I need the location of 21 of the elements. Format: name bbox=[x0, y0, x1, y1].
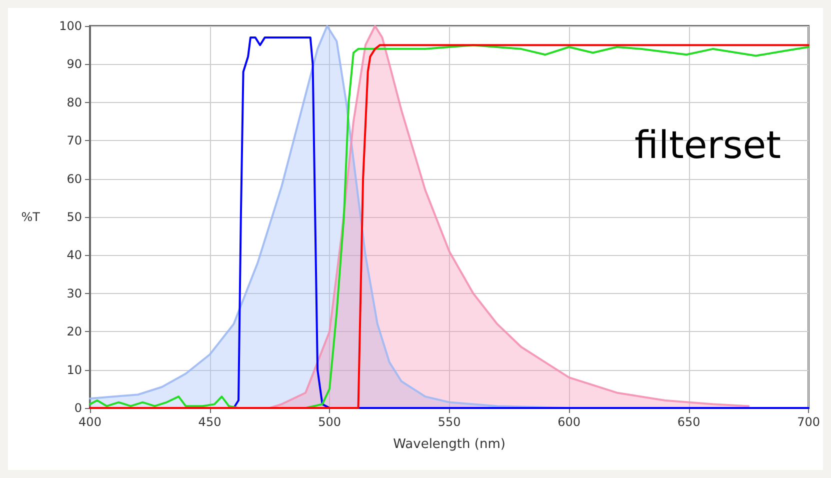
y-tick-label: 90 bbox=[66, 57, 82, 72]
x-tick-label: 600 bbox=[558, 415, 580, 429]
y-tick-label: 70 bbox=[66, 134, 82, 148]
y-tick-label: 80 bbox=[66, 95, 82, 110]
x-tick-label: 700 bbox=[797, 415, 820, 429]
y-axis-title: %T bbox=[21, 210, 41, 224]
y-tick-label: 50 bbox=[66, 210, 82, 224]
annotation: filterset bbox=[634, 123, 782, 167]
y-tick-label: 0 bbox=[74, 401, 82, 415]
x-tick-label: 650 bbox=[677, 415, 700, 429]
y-tick-label: 40 bbox=[66, 248, 82, 262]
y-tick-label: 60 bbox=[66, 172, 82, 186]
y-tick-label: 20 bbox=[66, 324, 82, 339]
y-tick-label: 30 bbox=[66, 286, 82, 300]
x-tick-label: 500 bbox=[318, 415, 341, 429]
x-tick-label: 450 bbox=[198, 415, 222, 429]
y-tick-label: 10 bbox=[66, 362, 82, 377]
y-tick-label: 100 bbox=[59, 19, 82, 33]
x-axis-title: Wavelength (nm) bbox=[393, 437, 506, 452]
x-tick-label: 550 bbox=[438, 415, 461, 429]
x-tick-label: 400 bbox=[78, 415, 102, 429]
